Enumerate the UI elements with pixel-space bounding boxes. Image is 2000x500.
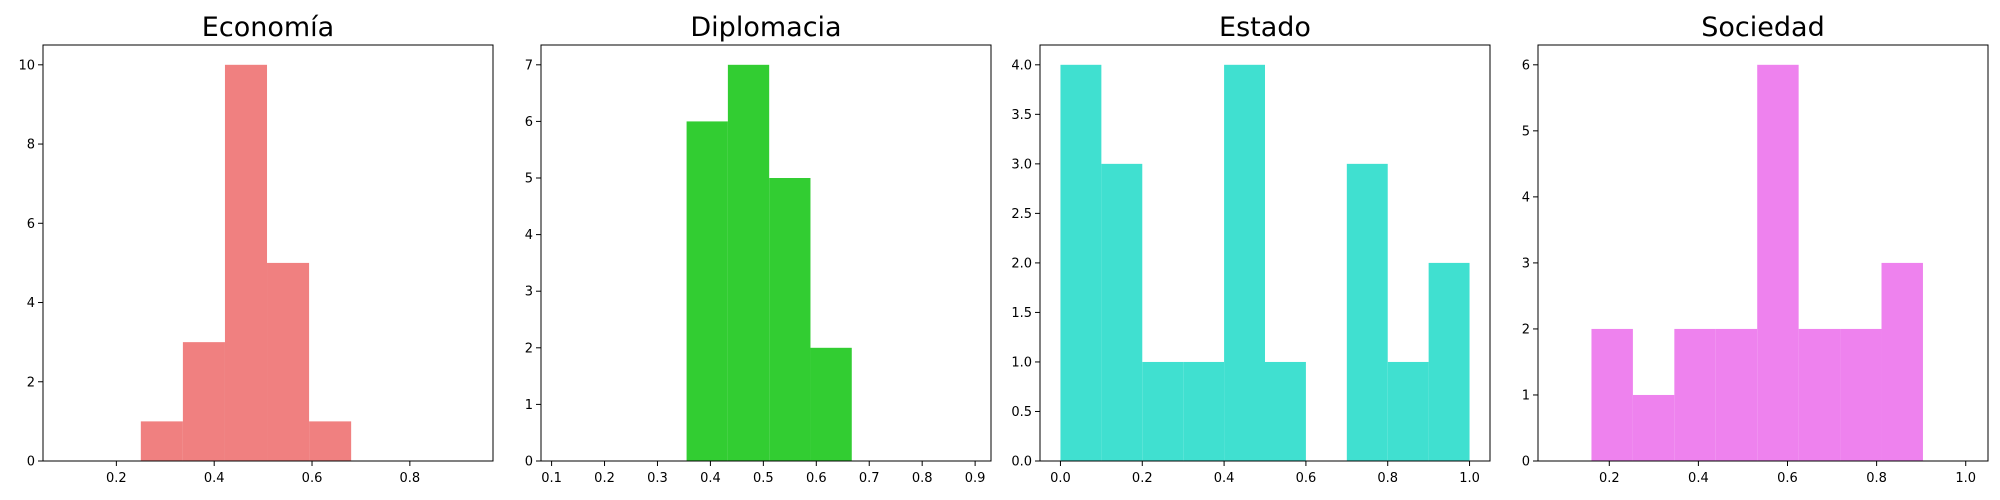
y-tick-label: 1.0 (1011, 355, 1032, 370)
histogram-bar (810, 347, 852, 461)
x-tick-label: 0.6 (1296, 471, 1317, 486)
histogram-bar (309, 421, 352, 461)
chart-panel-1: Economía 0.2 0.4 0.6 0.8 0 2 4 6 8 10 (18, 12, 494, 486)
y-tick-label: 6 (525, 115, 533, 130)
histogram-bar (224, 64, 268, 462)
x-tick-label: 0.7 (859, 471, 880, 486)
histogram-bar (1757, 64, 1799, 462)
y-tick-label: 3.0 (1011, 157, 1032, 172)
histogram-bar (1674, 328, 1716, 461)
x-tick-label: 0.9 (965, 471, 986, 486)
y-tick-label: 1 (1522, 388, 1530, 403)
y-tick-label: 10 (18, 58, 35, 73)
axes-frame (540, 44, 992, 462)
chart-panel-3: Estado 0.0 0.2 0.4 0.6 0.8 1.0 0.0 0.5 1.0 1.5 2.0 2… (1011, 12, 1491, 486)
x-tick-label: 1.0 (1955, 471, 1976, 486)
y-tick-label: 4 (27, 296, 35, 311)
x-tick-label: 0.3 (647, 471, 668, 486)
y-tick-label: 0 (525, 455, 533, 470)
y-tick-label: 5 (1522, 124, 1530, 139)
y-tick-label: 7 (525, 58, 533, 73)
x-tick-label: 0.4 (1214, 471, 1235, 486)
chart-title: Sociedad (1701, 12, 1824, 43)
x-tick-label: 0.5 (753, 471, 774, 486)
histogram-bar (1183, 361, 1225, 461)
y-tick-label: 0 (1522, 455, 1530, 470)
histogram-bar (1798, 328, 1841, 461)
y-tick-label: 8 (27, 138, 35, 153)
x-tick-label: 0.4 (1688, 471, 1709, 486)
chart-panel-4: Sociedad 0.2 0.4 0.6 0.8 1.0 0 1 2 3 4 5 6 (1522, 12, 1989, 486)
x-tick-label: 0.6 (806, 471, 827, 486)
histogram-bar (1060, 64, 1102, 462)
y-tick-label: 2.0 (1011, 256, 1032, 271)
histogram-bar (1591, 328, 1633, 461)
histogram-bar (140, 421, 183, 461)
y-tick-label: 0.5 (1011, 405, 1032, 420)
x-tick-label: 0.2 (594, 471, 615, 486)
x-tick-label: 0.2 (1599, 471, 1620, 486)
x-tick-label: 0.8 (400, 471, 421, 486)
chart-title: Diplomacia (690, 12, 841, 43)
y-tick-label: 4.0 (1011, 58, 1032, 73)
y-tick-label: 3 (1522, 256, 1530, 271)
y-tick-label: 0.0 (1011, 455, 1032, 470)
histogram-bar (686, 121, 728, 461)
y-tick-label: 4 (525, 228, 533, 243)
y-tick-label: 2.5 (1011, 207, 1032, 222)
y-tick-label: 5 (525, 172, 533, 187)
histogram-bar (267, 262, 310, 461)
histogram-bar (769, 178, 811, 461)
x-tick-label: 0.2 (106, 471, 127, 486)
histogram-bar (1224, 64, 1265, 462)
histogram-bar (1715, 328, 1758, 461)
histogram-bar (1142, 361, 1184, 461)
x-tick-label: 0.1 (541, 471, 562, 486)
y-tick-label: 1.5 (1011, 306, 1032, 321)
histogram-bar (1428, 262, 1470, 461)
histogram-bar (1387, 361, 1429, 461)
x-tick-label: 0.8 (912, 471, 933, 486)
histogram-bar (1346, 163, 1388, 461)
y-tick-label: 6 (1522, 58, 1530, 73)
histogram-bar (727, 64, 770, 462)
axes-frame (1039, 44, 1491, 462)
chart-title: Estado (1219, 12, 1311, 43)
chart-title: Economía (202, 12, 334, 43)
x-tick-label: 1.0 (1459, 471, 1480, 486)
histogram-bar (1840, 328, 1882, 461)
x-tick-label: 0.4 (204, 471, 225, 486)
y-tick-label: 3 (525, 285, 533, 300)
y-tick-label: 2 (525, 341, 533, 356)
y-tick-label: 3.5 (1011, 108, 1032, 123)
x-tick-label: 0.0 (1050, 471, 1071, 486)
chart-panel-2: Diplomacia 0.1 0.2 0.3 0.4 0.5 0.6 0.7 0.8 0.9 0 1 2… (525, 12, 992, 486)
histogram-bar (1632, 394, 1675, 461)
x-tick-label: 0.6 (1777, 471, 1798, 486)
y-tick-label: 4 (1522, 190, 1530, 205)
x-tick-label: 0.8 (1377, 471, 1398, 486)
histogram-bar (1265, 361, 1306, 461)
y-tick-label: 6 (27, 217, 35, 232)
x-tick-label: 0.4 (700, 471, 721, 486)
histogram-bar (1881, 262, 1923, 461)
histogram-bar (1101, 163, 1143, 461)
y-tick-label: 2 (27, 375, 35, 390)
x-tick-label: 0.2 (1132, 471, 1153, 486)
y-tick-label: 1 (525, 398, 533, 413)
axes-frame (42, 44, 494, 462)
x-tick-label: 0.6 (302, 471, 323, 486)
x-tick-label: 0.8 (1866, 471, 1887, 486)
axes-frame (1537, 44, 1989, 462)
histogram-bar (182, 342, 225, 461)
y-tick-label: 2 (1522, 322, 1530, 337)
y-tick-label: 0 (27, 455, 35, 470)
